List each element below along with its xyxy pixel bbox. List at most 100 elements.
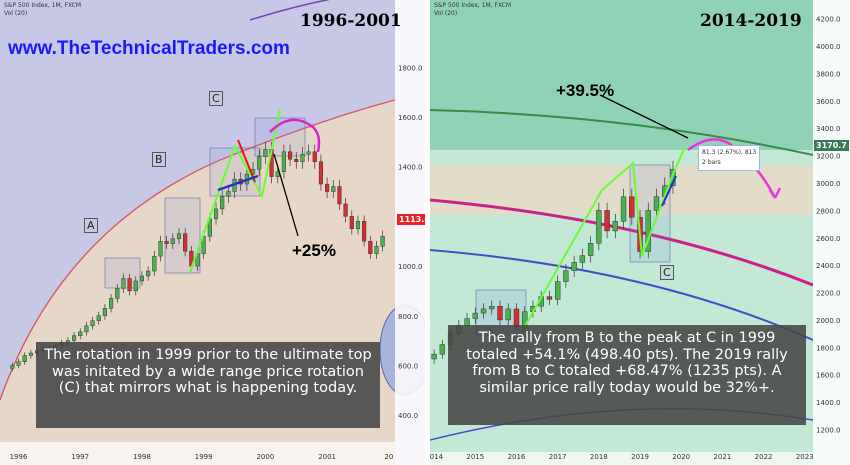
candle-body bbox=[257, 156, 262, 170]
candle-body bbox=[571, 262, 577, 271]
tooltip-line-2: 2 bars bbox=[702, 159, 721, 166]
right-header-volume: Vol (20) bbox=[434, 10, 458, 17]
candle-body bbox=[325, 183, 330, 192]
candle-body bbox=[127, 278, 132, 292]
tooltip-line-1: 81.3 (2.67%), 813 bbox=[702, 149, 757, 156]
candle-body bbox=[288, 151, 293, 160]
candle-body bbox=[318, 161, 323, 185]
candle-body bbox=[596, 210, 602, 244]
x-tick-label: 2023 bbox=[796, 453, 814, 461]
candle-body bbox=[306, 151, 311, 155]
candle-body bbox=[380, 236, 385, 247]
website-link[interactable]: www.TheTechnicalTraders.com bbox=[8, 38, 290, 59]
candle-body bbox=[109, 298, 114, 309]
y-tick-label: 4200.0 bbox=[816, 16, 841, 24]
x-tick-label: 2017 bbox=[549, 453, 567, 461]
candle-body bbox=[497, 306, 503, 321]
y-tick-label: 4000.0 bbox=[816, 43, 841, 51]
purple-arc bbox=[249, 0, 331, 21]
candle-body bbox=[563, 270, 569, 282]
candle-body bbox=[612, 221, 618, 232]
x-tick-label: 2000 bbox=[256, 453, 274, 461]
y-tick-label: 1400.0 bbox=[816, 399, 841, 407]
candle-body bbox=[139, 275, 145, 282]
left-header-volume: Vol (20) bbox=[4, 10, 28, 17]
candle-body bbox=[343, 203, 348, 217]
right-label-c: C bbox=[660, 265, 674, 280]
candle-body bbox=[16, 361, 21, 366]
right-pct-label: +39.5% bbox=[556, 81, 615, 100]
candle-body bbox=[294, 159, 299, 162]
candle-body bbox=[337, 186, 342, 205]
candle-body bbox=[546, 296, 553, 300]
y-tick-label: 3600.0 bbox=[816, 98, 841, 106]
x-tick-label: 1999 bbox=[195, 453, 213, 461]
candle-body bbox=[90, 320, 95, 326]
candle-body bbox=[121, 278, 126, 289]
blue-line bbox=[661, 175, 677, 207]
candle-body bbox=[362, 221, 367, 242]
right-last-price-tag: 3170.7 bbox=[814, 140, 849, 151]
y-tick-label: 2200.0 bbox=[816, 290, 841, 298]
candle-body bbox=[281, 151, 286, 172]
candle-body bbox=[587, 243, 594, 256]
candle-body bbox=[78, 331, 83, 336]
candle-body bbox=[176, 233, 182, 239]
left-chart-panel: 400.0600.0800.01000.01200.01400.01600.01… bbox=[0, 0, 425, 465]
right-callout: The rally from B to the peak at C in 199… bbox=[448, 325, 806, 425]
y-tick-label: 1800.0 bbox=[816, 344, 841, 352]
candle-body bbox=[72, 335, 77, 341]
label-b: B bbox=[152, 152, 166, 167]
arc-line bbox=[0, 99, 396, 401]
y-tick-label: 3200.0 bbox=[816, 153, 841, 161]
blue-line bbox=[217, 174, 259, 192]
x-tick-label: 1997 bbox=[71, 453, 89, 461]
y-tick-label: 1800.0 bbox=[398, 64, 423, 72]
left-pct-label: +25% bbox=[292, 241, 336, 260]
candle-body bbox=[431, 353, 437, 360]
x-tick-label: 20 bbox=[384, 453, 393, 461]
y-tick-label: 2000.0 bbox=[816, 317, 841, 325]
x-tick-label: 1996 bbox=[10, 453, 28, 461]
candle-body bbox=[629, 196, 635, 218]
y-tick-label: 1600.0 bbox=[398, 114, 423, 122]
candle-body bbox=[146, 270, 151, 277]
candle-body bbox=[158, 241, 163, 257]
candle-body bbox=[374, 245, 379, 254]
red-line bbox=[237, 139, 256, 183]
right-chart-panel: 1200.0 1400.0 1600.0 1800.0 2000.0 2200.0 2400… bbox=[430, 0, 850, 465]
right-header-title: S&P 500 Index, 1M, FXCM bbox=[434, 2, 512, 9]
x-tick-label: 2018 bbox=[590, 453, 608, 461]
left-header-title: S&P 500 Index, 1M, FXCM bbox=[4, 2, 82, 9]
y-axis-strip bbox=[395, 0, 425, 465]
candle-body bbox=[579, 255, 586, 263]
candle-body bbox=[220, 196, 225, 210]
x-tick-label: 2022 bbox=[755, 453, 773, 461]
candle-body bbox=[183, 233, 188, 252]
candle-body bbox=[164, 241, 169, 244]
y-tick-label: 1400.0 bbox=[398, 164, 423, 172]
candle-body bbox=[22, 355, 27, 362]
candle-body bbox=[263, 149, 268, 157]
candle-body bbox=[84, 325, 89, 333]
candle-body bbox=[300, 154, 305, 162]
candle-body bbox=[133, 280, 138, 292]
pct-pointer-line bbox=[273, 153, 299, 237]
label-a: A bbox=[84, 218, 98, 233]
y-axis-strip bbox=[813, 0, 850, 465]
candle-body bbox=[312, 151, 317, 162]
x-tick-label: 2021 bbox=[713, 453, 731, 461]
candle-body bbox=[604, 210, 610, 232]
candle-body bbox=[28, 352, 33, 356]
candle-body bbox=[170, 238, 175, 244]
y-tick-label: 3400.0 bbox=[816, 125, 841, 133]
y-tick-label: 3800.0 bbox=[816, 70, 841, 78]
y-tick-label: 1600.0 bbox=[816, 372, 841, 380]
pct-pointer-line bbox=[599, 94, 689, 139]
measure-tooltip: 81.3 (2.67%), 813 2 bars bbox=[698, 145, 761, 171]
candle-body bbox=[653, 196, 660, 211]
left-last-price-tag: 1113.6 bbox=[397, 214, 425, 225]
candle-body bbox=[368, 241, 373, 254]
candle-body bbox=[10, 365, 15, 369]
blue-arc-1 bbox=[430, 249, 814, 341]
